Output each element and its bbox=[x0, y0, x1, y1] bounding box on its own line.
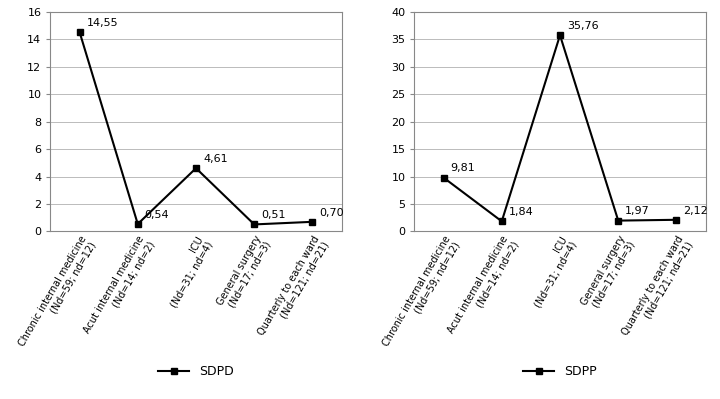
Text: 9,81: 9,81 bbox=[451, 164, 475, 174]
SDPP bbox=[439, 175, 448, 180]
Line: SDPP: SDPP bbox=[441, 32, 679, 224]
SDPP bbox=[556, 33, 564, 38]
Text: 0,51: 0,51 bbox=[261, 210, 286, 220]
SDPP bbox=[672, 217, 681, 222]
Text: 2,12: 2,12 bbox=[683, 205, 708, 215]
Legend: SDPD: SDPD bbox=[153, 360, 239, 383]
Text: 1,97: 1,97 bbox=[625, 206, 650, 216]
Text: 1,84: 1,84 bbox=[509, 207, 534, 217]
SDPD bbox=[250, 222, 258, 227]
Text: 0,54: 0,54 bbox=[145, 210, 169, 220]
Text: 14,55: 14,55 bbox=[86, 18, 118, 28]
Text: 35,76: 35,76 bbox=[567, 21, 598, 31]
SDPD bbox=[133, 221, 142, 226]
SDPD bbox=[75, 30, 84, 34]
Text: 4,61: 4,61 bbox=[203, 154, 228, 164]
SDPP bbox=[614, 218, 623, 223]
Text: 0,70: 0,70 bbox=[320, 207, 344, 217]
SDPP bbox=[498, 219, 506, 224]
SDPD bbox=[192, 166, 200, 171]
Line: SDPD: SDPD bbox=[77, 29, 315, 227]
Legend: SDPP: SDPP bbox=[518, 360, 602, 383]
SDPD bbox=[308, 219, 317, 224]
